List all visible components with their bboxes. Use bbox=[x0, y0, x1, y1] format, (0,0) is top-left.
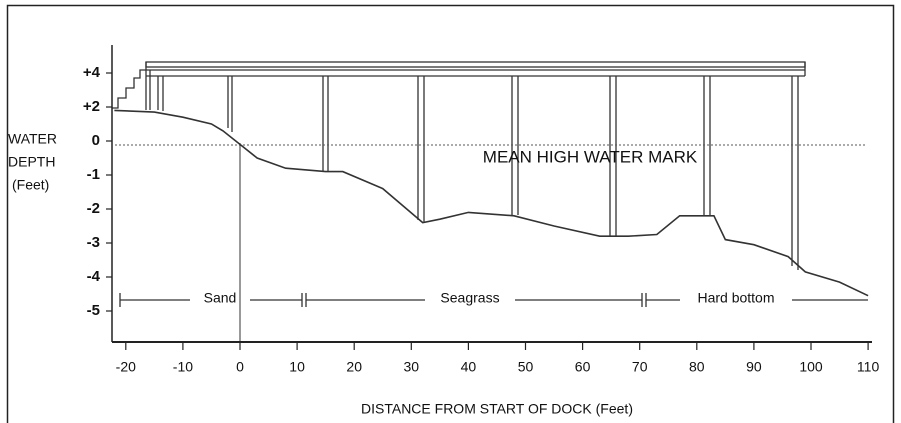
x-tick-label: -20 bbox=[116, 359, 136, 375]
x-tick-label: 90 bbox=[746, 359, 762, 375]
y-axis-label: (Feet) bbox=[12, 177, 49, 193]
zone-label: Sand bbox=[204, 290, 237, 306]
x-tick-label: 40 bbox=[461, 359, 477, 375]
zone-label: Seagrass bbox=[440, 290, 499, 306]
y-tick-label: 0 bbox=[92, 132, 100, 149]
x-tick-label: 20 bbox=[346, 359, 362, 375]
dock bbox=[112, 61, 806, 270]
x-tick-label: 10 bbox=[289, 359, 305, 375]
frame bbox=[6, 4, 895, 423]
x-tick-label: 60 bbox=[575, 359, 591, 375]
seabed-line bbox=[114, 109, 869, 297]
x-tick-label: 80 bbox=[689, 359, 705, 375]
zone-label: Hard bottom bbox=[697, 290, 774, 306]
annotation: MEAN HIGH WATER MARK bbox=[483, 147, 698, 166]
y-tick-label: -3 bbox=[87, 234, 100, 251]
x-tick-label: 110 bbox=[857, 359, 880, 375]
zone-lines bbox=[119, 293, 868, 307]
y-tick-label: +2 bbox=[83, 98, 100, 115]
x-tick-label: -10 bbox=[173, 359, 193, 375]
x-axis-label: DISTANCE FROM START OF DOCK (Feet) bbox=[361, 401, 633, 417]
y-axis-label: DEPTH bbox=[8, 154, 55, 170]
y-tick-label: -2 bbox=[87, 200, 100, 217]
y-tick-label: -4 bbox=[87, 268, 101, 285]
y-tick-label: -1 bbox=[87, 166, 100, 183]
x-tick-label: 100 bbox=[799, 359, 823, 375]
y-tick-label: -5 bbox=[87, 302, 100, 319]
x-tick-label: 70 bbox=[632, 359, 648, 375]
x-tick-label: 0 bbox=[236, 359, 244, 375]
x-tick-label: 30 bbox=[404, 359, 420, 375]
x-tick-label: 50 bbox=[518, 359, 534, 375]
y-axis-label: WATER bbox=[8, 131, 57, 147]
y-tick-label: +4 bbox=[83, 64, 101, 81]
